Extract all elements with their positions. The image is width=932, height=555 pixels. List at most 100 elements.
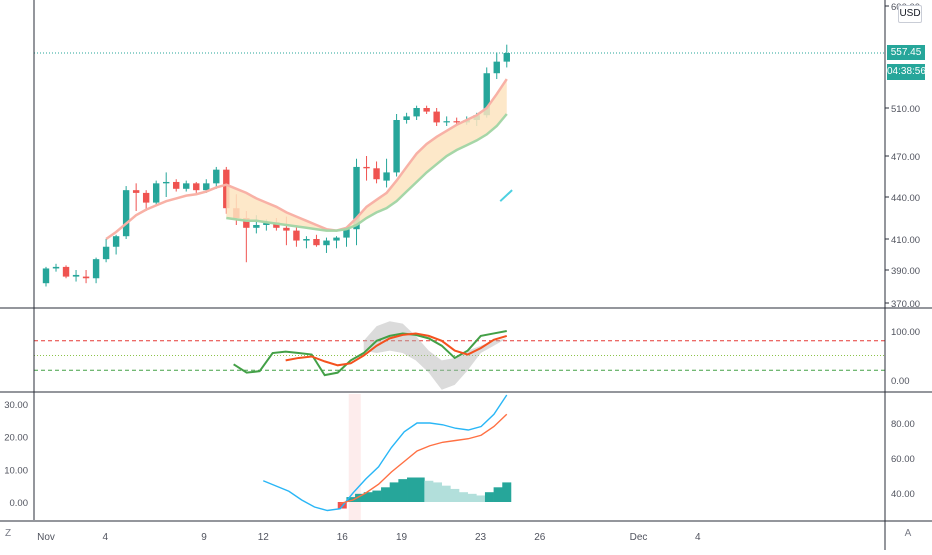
macd-histogram-bar[interactable] [363, 492, 373, 502]
candle-body[interactable] [122, 190, 130, 237]
stochastic-pane[interactable]: 100.00 0.00 [34, 321, 920, 390]
candle-body[interactable] [142, 192, 150, 203]
macd-histogram-bar[interactable] [407, 477, 417, 503]
currency-badge[interactable]: USD [898, 5, 922, 23]
candle-body[interactable] [203, 183, 210, 191]
price-pane[interactable] [34, 44, 885, 287]
candle-body[interactable] [263, 222, 270, 225]
candle-body[interactable] [323, 240, 330, 246]
ema-fast-line [105, 78, 508, 241]
candle-body[interactable] [92, 259, 100, 279]
macd-left-tick-label: 30.00 [4, 400, 28, 411]
macd-histogram-bar[interactable] [398, 479, 408, 502]
currency-label: USD [899, 8, 921, 19]
candle-body[interactable] [283, 227, 290, 231]
x-tick-label: 16 [337, 532, 349, 543]
candle-body[interactable] [42, 268, 50, 284]
macd-left-tick-label: 10.00 [4, 465, 28, 476]
candle-body[interactable] [383, 172, 390, 181]
macd-histogram-bar[interactable] [415, 477, 425, 503]
candle-body[interactable] [82, 276, 90, 279]
x-tick-label: Nov [37, 532, 55, 543]
price-tick-label: 410.00 [891, 235, 920, 246]
price-tick-label: 370.00 [891, 299, 920, 310]
macd-histogram-bar[interactable] [432, 482, 442, 502]
candle-body[interactable] [403, 116, 410, 120]
macd-pane[interactable]: 30.00 20.00 10.00 0.00 80.00 60.00 40.00 [4, 394, 915, 520]
candle-body[interactable] [112, 236, 120, 247]
candle-body[interactable] [343, 229, 350, 238]
candle-body[interactable] [313, 239, 320, 246]
candle-body[interactable] [102, 246, 110, 260]
candle-body[interactable] [163, 181, 170, 184]
candle-body[interactable] [152, 183, 160, 203]
auto-scale-label: A [904, 528, 912, 539]
candle-body[interactable] [173, 181, 180, 189]
macd-right-tick-label: 40.00 [891, 489, 915, 500]
candle-body[interactable] [253, 225, 260, 228]
signal-line [339, 413, 508, 505]
candle-body[interactable] [193, 183, 200, 191]
macd-histogram-bar[interactable] [476, 495, 486, 502]
candle-body[interactable] [433, 111, 440, 123]
macd-histogram-bar[interactable] [381, 487, 391, 502]
log-scale-label: Z [4, 528, 12, 539]
macd-histogram-bar[interactable] [502, 482, 512, 502]
macd-line [262, 394, 508, 512]
candle-body[interactable] [62, 266, 70, 277]
candle-body[interactable] [183, 183, 190, 189]
stoch-tick-label: 0.00 [891, 376, 910, 387]
auto-scale-button[interactable]: A [901, 528, 915, 542]
macd-right-tick-label: 60.00 [891, 454, 915, 465]
candle-body[interactable] [453, 121, 460, 123]
x-tick-label: 19 [396, 532, 408, 543]
macd-histogram-bar[interactable] [467, 493, 477, 502]
candle-body[interactable] [503, 53, 510, 62]
candle-body[interactable] [213, 169, 220, 184]
x-tick-label: 9 [201, 532, 207, 543]
candle-body[interactable] [243, 218, 250, 228]
price-tick-label: 470.00 [891, 152, 920, 163]
ema-slow-line [226, 113, 508, 232]
candle-body[interactable] [72, 274, 80, 277]
macd-histogram-bar[interactable] [458, 492, 468, 502]
x-tick-label: 12 [258, 532, 270, 543]
x-tick-label: 23 [475, 532, 487, 543]
candle-body[interactable] [363, 166, 370, 169]
candle-body[interactable] [333, 237, 340, 241]
candle-body[interactable] [132, 190, 140, 193]
candle-body[interactable] [423, 108, 430, 112]
candle-body[interactable] [303, 239, 310, 241]
price-tick-label: 390.00 [891, 266, 920, 277]
macd-histogram-bar[interactable] [389, 482, 399, 502]
x-tick-label: 4 [102, 532, 108, 543]
candle-body[interactable] [293, 230, 300, 241]
ema-ribbon-fill [226, 79, 507, 231]
macd-histogram-bar[interactable] [484, 492, 494, 502]
macd-left-tick-label: 20.00 [4, 433, 28, 444]
macd-histogram-bar[interactable] [424, 480, 434, 502]
macd-histogram-bar[interactable] [441, 485, 451, 502]
candle-body[interactable] [483, 73, 490, 116]
macd-histogram-bar[interactable] [346, 497, 356, 502]
candle-body[interactable] [373, 168, 380, 180]
candle-body[interactable] [443, 121, 450, 123]
stoch-tick-label: 100.00 [891, 327, 920, 338]
macd-histogram-bar[interactable] [372, 490, 382, 502]
candle-body[interactable] [393, 120, 400, 173]
candle-body[interactable] [273, 222, 280, 228]
macd-histogram-bar[interactable] [355, 493, 365, 502]
log-scale-button[interactable]: Z [2, 528, 14, 542]
candle-body[interactable] [413, 108, 420, 117]
candle-body[interactable] [353, 166, 360, 230]
candle-body[interactable] [52, 266, 60, 269]
price-tick-label: 440.00 [891, 193, 920, 204]
last-price-value: 557.45 [890, 47, 922, 58]
macd-histogram-bar[interactable] [450, 488, 460, 502]
candle-body[interactable] [493, 61, 500, 74]
price-tick-label: 510.00 [891, 104, 920, 115]
macd-histogram-bar[interactable] [493, 487, 503, 502]
